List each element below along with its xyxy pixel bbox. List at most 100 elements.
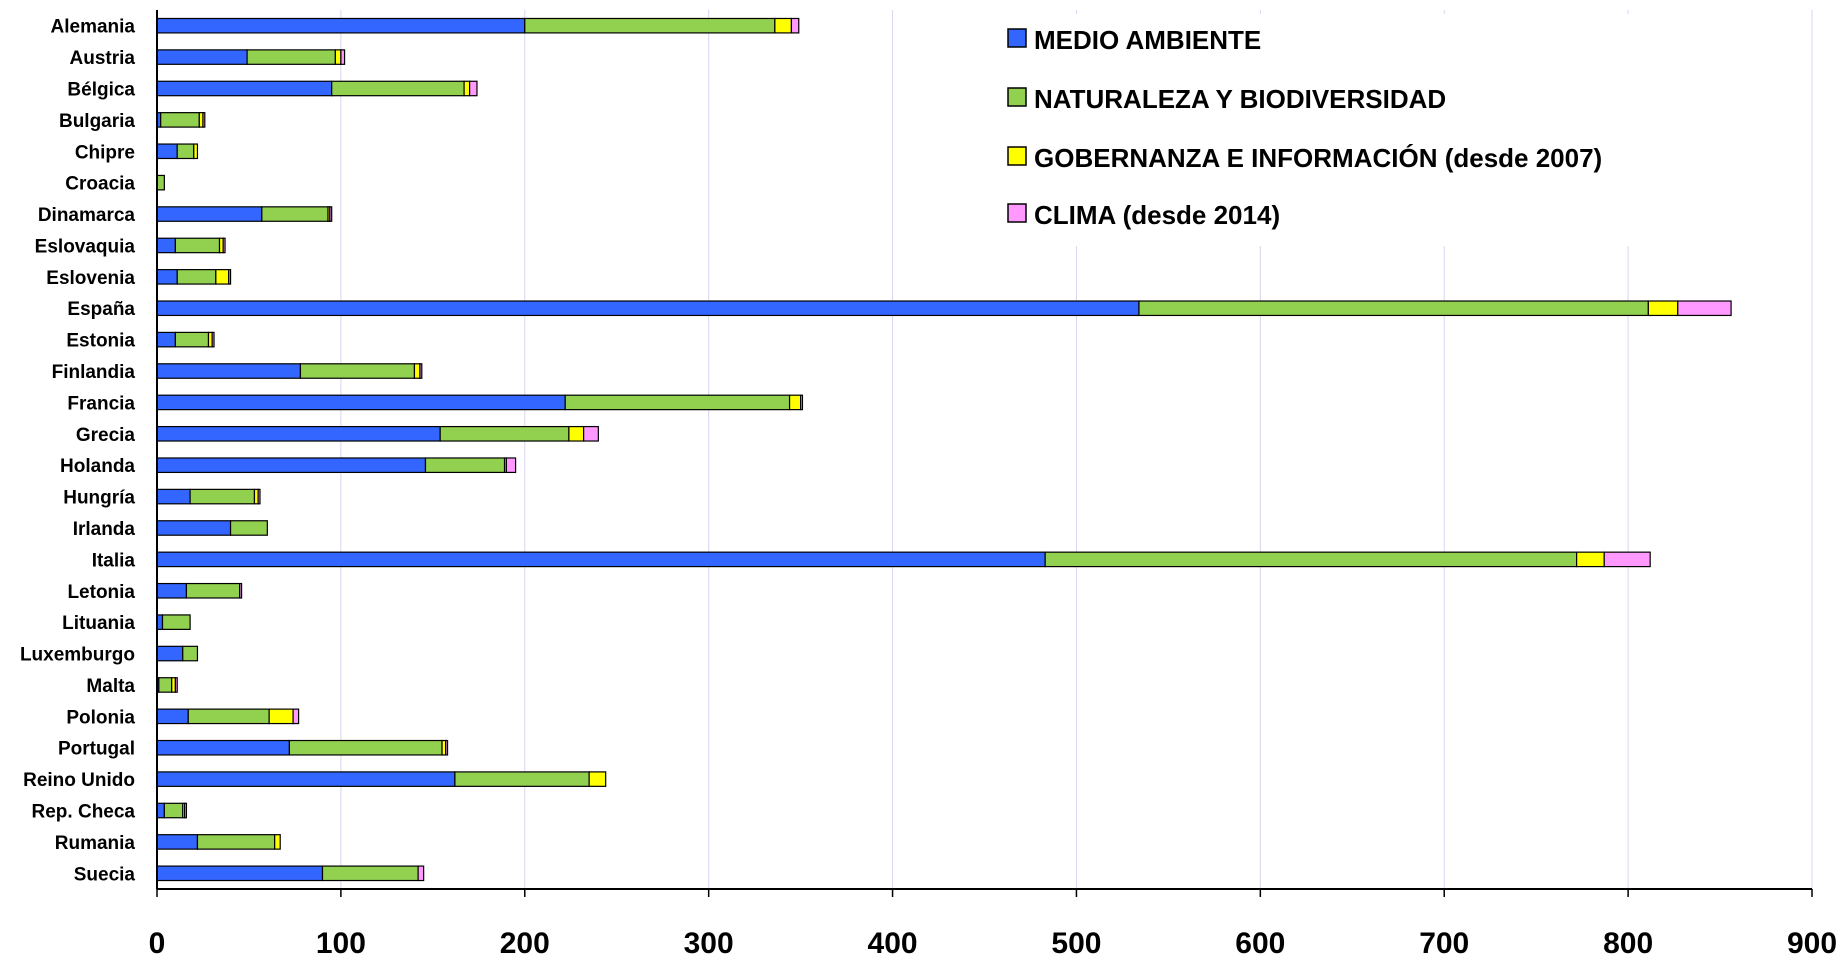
bar-segment: [583, 425, 599, 442]
legend-swatch: [1007, 146, 1027, 166]
bar-segment: [183, 802, 188, 819]
bar-segment: [274, 834, 281, 850]
category-label: Suecia: [74, 864, 136, 885]
bar-segment: [156, 771, 456, 787]
bar-segment: [246, 49, 336, 65]
bar-segment: [292, 708, 300, 725]
bar-segment: [163, 802, 184, 819]
bar-segment: [239, 582, 243, 599]
bar-segment: [340, 49, 346, 65]
category-label: Hungría: [63, 488, 135, 509]
bar-segment: [445, 739, 449, 756]
bar-segment: [524, 17, 776, 34]
bar-segment: [156, 865, 324, 882]
bar-segment: [176, 269, 217, 285]
bar-segment: [288, 739, 443, 756]
bar-segment: [156, 425, 441, 442]
legend-label: GOBERNANZA E INFORMACIÓN (desde 2007): [1034, 143, 1602, 173]
bar-segment: [156, 394, 566, 411]
bar-segment: [182, 645, 199, 662]
bar-segment: [187, 708, 270, 725]
category-label: Croacia: [65, 174, 135, 195]
bar-segment: [156, 17, 526, 34]
category-label: Francia: [67, 393, 135, 414]
x-tick-label: 400: [868, 927, 918, 956]
bar-segment: [156, 300, 1140, 317]
bar-segment: [156, 174, 165, 191]
bar-segment: [161, 614, 191, 630]
bar-segment: [156, 237, 176, 254]
category-label: Eslovenia: [46, 268, 135, 289]
bar-segment: [156, 645, 184, 662]
x-tick-label: 200: [500, 927, 550, 956]
legend-background: [995, 14, 1635, 246]
bar-segment: [1647, 300, 1679, 317]
category-label: Polonia: [66, 707, 135, 728]
category-label: Lituania: [62, 613, 135, 634]
category-label: Italia: [92, 550, 136, 571]
bar-segment: [174, 331, 210, 348]
category-label: Irlanda: [73, 519, 136, 540]
bar-segment: [156, 834, 199, 850]
category-label: Holanda: [60, 456, 135, 477]
axes: [156, 10, 1812, 890]
bar-segment: [160, 112, 200, 128]
category-label: Bélgica: [67, 79, 135, 100]
legend: MEDIO AMBIENTE NATURALEZA Y BIODIVERSIDAD…: [995, 14, 1635, 246]
bar-segment: [331, 80, 465, 97]
bar-segment: [774, 17, 793, 34]
x-tick-labels: 0 100 200 300 400 500 600 700 800 900: [149, 927, 1837, 956]
category-label: Bulgaria: [59, 111, 135, 132]
category-label: Eslovaquia: [35, 236, 136, 257]
bar-segment: [568, 425, 585, 442]
bar-segment: [202, 112, 206, 128]
bar-segment: [156, 206, 263, 222]
bar-segment: [156, 802, 165, 819]
legend-swatch: [1007, 87, 1027, 107]
bar-segment: [257, 488, 261, 505]
category-labels: Alemania Austria Bélgica Bulgaria Chipre Croa…: [20, 17, 135, 886]
bar-segment: [299, 363, 416, 379]
category-label: Dinamarca: [38, 205, 136, 226]
bar-segment: [156, 708, 189, 725]
bar-segment: [321, 865, 419, 882]
bar-segment: [413, 363, 421, 379]
legend-label: CLIMA (desde 2014): [1034, 200, 1280, 230]
x-tick-label: 500: [1051, 927, 1101, 956]
bar-segment: [564, 394, 791, 411]
bar-segment: [419, 363, 423, 379]
category-label: Alemania: [51, 17, 136, 38]
category-label: Luxemburgo: [20, 645, 135, 666]
legend-swatch: [1007, 203, 1027, 223]
bar-segment: [1138, 300, 1649, 317]
bar-segment: [454, 771, 590, 787]
bar-segment: [156, 457, 427, 474]
bar-segment: [790, 17, 800, 34]
bar-segment: [334, 49, 342, 65]
bar-segment: [174, 237, 221, 254]
x-tick-label: 700: [1419, 927, 1469, 956]
bar-segment: [174, 677, 178, 693]
bar-segment: [329, 206, 333, 222]
bar-segment: [417, 865, 425, 882]
bar-segment: [156, 520, 232, 536]
bar-segment: [211, 331, 215, 348]
legend-label: NATURALEZA Y BIODIVERSIDAD: [1034, 84, 1446, 114]
bar-segment: [156, 269, 178, 285]
bar-segment: [261, 206, 329, 222]
bar-segment: [505, 457, 517, 474]
bars: [156, 17, 1732, 882]
bar-segment: [1677, 300, 1732, 317]
x-tick-label: 900: [1787, 927, 1837, 956]
legend-swatch: [1007, 28, 1027, 48]
x-tick-label: 0: [149, 927, 166, 956]
bar-segment: [156, 331, 176, 348]
bar-segment: [156, 582, 188, 599]
category-label: Portugal: [58, 739, 135, 760]
category-label: Malta: [86, 676, 135, 697]
bar-segment: [156, 551, 1046, 568]
category-label: Grecia: [76, 425, 136, 446]
bar-segment: [1044, 551, 1578, 568]
bar-segment: [800, 394, 804, 411]
